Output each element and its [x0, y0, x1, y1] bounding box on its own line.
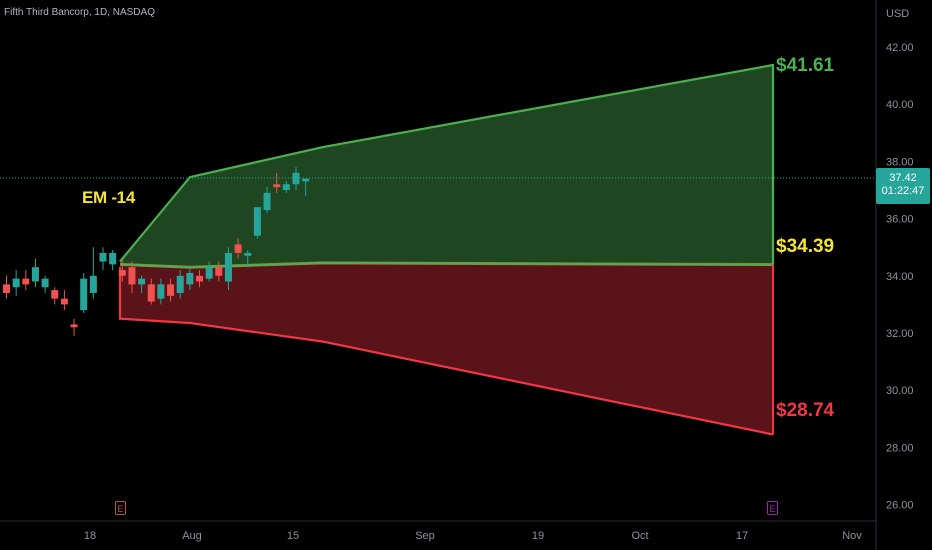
upper-band-area	[120, 65, 773, 268]
candle	[234, 238, 242, 259]
candle	[31, 258, 39, 288]
price-tick-label: 30.00	[886, 385, 914, 397]
mid-bound-label: $34.39	[776, 236, 834, 257]
candle	[157, 278, 165, 305]
price-tick-label: 32.00	[886, 328, 914, 340]
candle	[167, 278, 175, 302]
candle	[205, 261, 213, 282]
time-tick-label: 18	[84, 530, 96, 542]
expected-move-label: EM -14	[82, 188, 135, 207]
candle	[89, 247, 97, 299]
candle	[176, 270, 184, 299]
candle	[273, 172, 281, 193]
candle	[196, 270, 203, 288]
time-tick-label: Aug	[182, 530, 202, 542]
price-tick-label: 42.00	[886, 42, 914, 54]
lower-bound-label: $28.74	[776, 400, 835, 421]
time-axis[interactable]: 18 Aug 15 Sep 19 Oct 17 Nov	[0, 520, 876, 542]
earnings-marker-upcoming[interactable]: E	[767, 501, 778, 515]
price-tick-label: 26.00	[886, 500, 914, 512]
lower-band-area	[120, 262, 773, 435]
candle	[263, 187, 271, 213]
candle	[128, 261, 136, 293]
time-tick-label: Sep	[415, 530, 435, 542]
candle	[215, 261, 223, 282]
candle	[292, 167, 300, 190]
candles	[3, 167, 310, 336]
candle	[186, 267, 194, 291]
candle	[99, 247, 107, 271]
time-tick-label: Oct	[631, 530, 648, 542]
candle	[70, 318, 78, 336]
price-tick-label: 28.00	[886, 442, 914, 454]
symbol-title[interactable]: Fifth Third Bancorp, 1D, NASDAQ	[4, 7, 155, 18]
time-tick-label: 17	[736, 530, 748, 542]
price-tick-label: 38.00	[886, 156, 914, 168]
candle	[224, 247, 232, 291]
candle	[253, 207, 261, 239]
price-axis[interactable]: 42.00 40.00 38.00 36.00 34.00 32.00 30.00 28.00…	[875, 0, 914, 550]
candle	[41, 275, 49, 293]
time-tick-label: 19	[532, 530, 544, 542]
candle	[244, 250, 252, 268]
candle	[109, 250, 117, 271]
candle	[12, 270, 20, 296]
candle	[51, 287, 59, 305]
time-tick-label: 15	[287, 530, 299, 542]
earnings-marker-past[interactable]: E	[115, 501, 126, 515]
mid-band-line	[119, 261, 774, 269]
candle	[147, 278, 155, 305]
upper-band-line	[119, 63, 775, 265]
candle	[22, 270, 30, 291]
candle	[138, 275, 146, 293]
candle	[118, 258, 126, 282]
candle	[80, 272, 88, 313]
upper-bound-label: $41.61	[776, 55, 835, 76]
currency-unit: USD	[886, 8, 910, 20]
candle	[282, 181, 290, 193]
candle	[60, 290, 68, 311]
price-tick-label: 34.00	[886, 271, 914, 283]
candle	[302, 178, 310, 196]
bar-countdown: 01:22:47	[881, 185, 925, 197]
price-tick-label: 40.00	[886, 99, 914, 111]
last-price-tag: 37.42 01:22:47	[876, 168, 930, 204]
candle	[3, 275, 10, 299]
time-tick-label: Nov	[842, 530, 862, 542]
price-tick-label: 36.00	[886, 214, 914, 226]
last-price: 37.42	[889, 172, 917, 184]
expected-move-bands	[118, 63, 775, 436]
lower-band-line	[118, 267, 774, 436]
